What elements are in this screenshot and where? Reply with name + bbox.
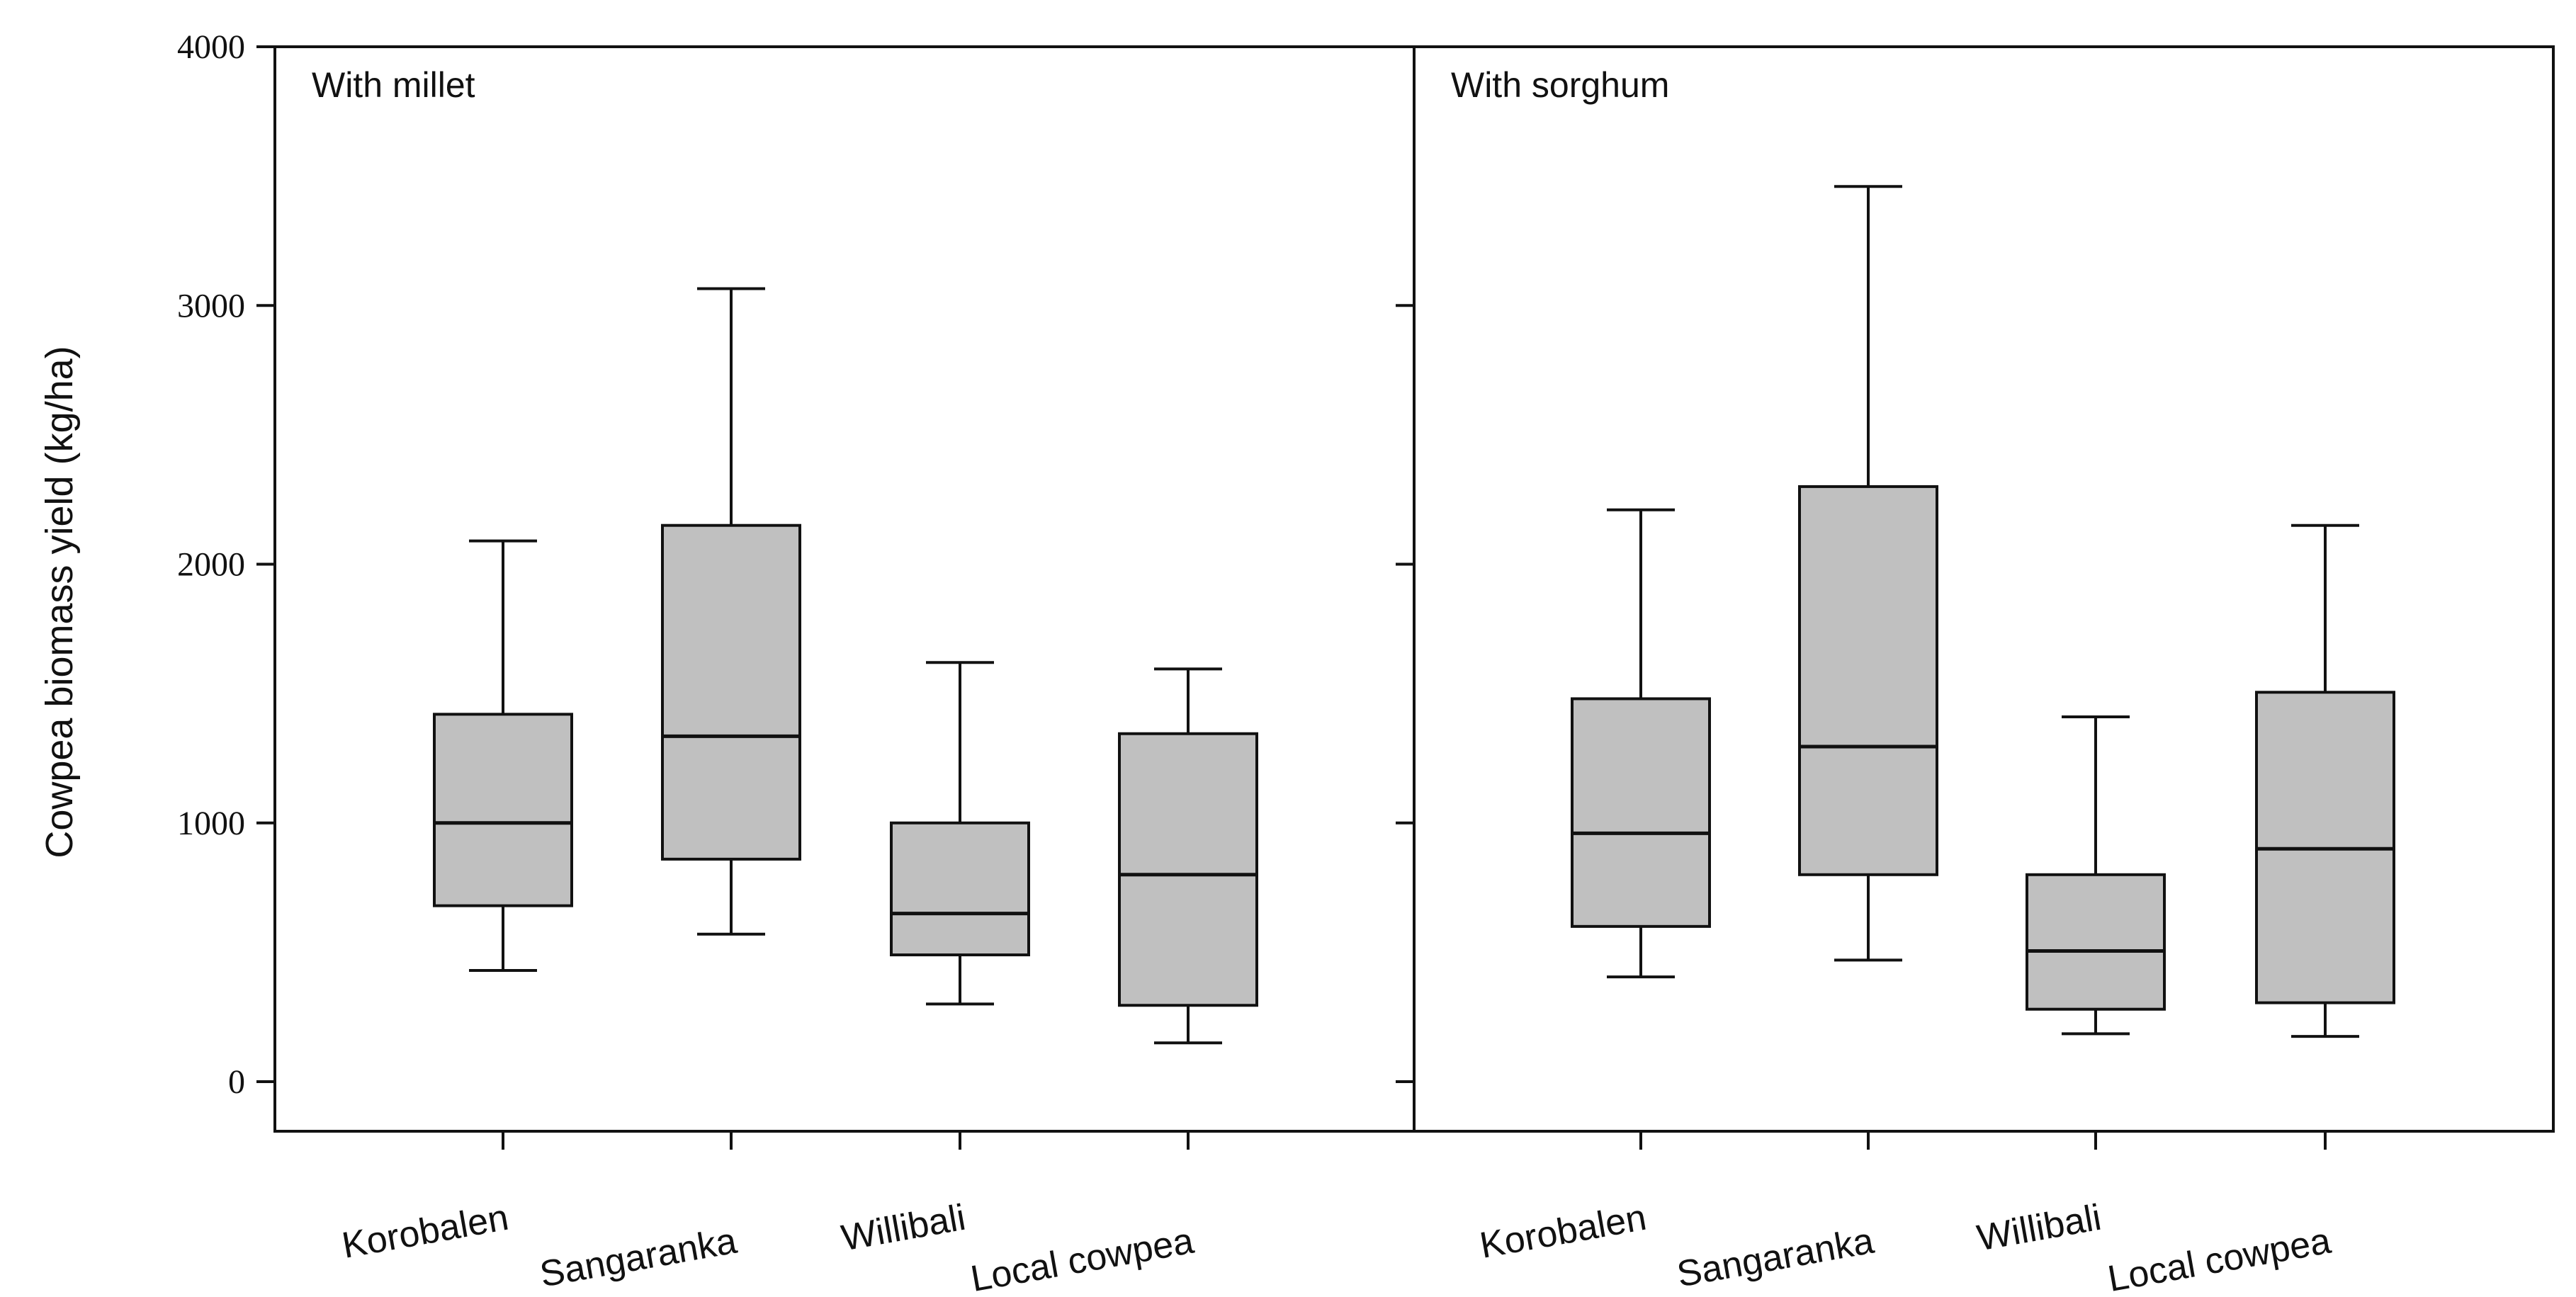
box-korobalen: [433, 539, 573, 972]
box-sangaranka: [1798, 185, 1938, 962]
box-willibali: [890, 661, 1030, 1006]
x-category-label: Willibali: [1974, 1197, 2104, 1259]
iqr-box: [890, 821, 1030, 957]
iqr-box: [661, 523, 801, 861]
y-axis-title: Cowpea biomass yield (kg/ha): [38, 346, 81, 858]
x-category-label: Sangaranka: [537, 1220, 740, 1296]
x-category-label: Korobalen: [339, 1197, 512, 1267]
box-local-cowpea: [2255, 523, 2395, 1038]
x-category-label: Sangaranka: [1674, 1220, 1877, 1296]
iqr-box: [1571, 697, 1711, 928]
x-category-label: Local cowpea: [2105, 1220, 2334, 1297]
x-category-label: Willibali: [838, 1197, 968, 1259]
y-tick-label: 4000: [177, 28, 245, 66]
iqr-box: [433, 713, 573, 907]
box-willibali: [2026, 715, 2166, 1036]
iqr-box: [2026, 873, 2166, 1011]
box-korobalen: [1571, 508, 1711, 979]
panel-title: With sorghum: [1451, 65, 1669, 105]
y-tick-label: 2000: [177, 546, 245, 584]
box-local-cowpea: [1118, 667, 1258, 1045]
y-tick-label: 1000: [177, 805, 245, 842]
x-category-label: Local cowpea: [968, 1220, 1197, 1297]
iqr-box: [1118, 732, 1258, 1007]
iqr-box: [1798, 485, 1938, 876]
panel-frame-2: [1413, 45, 2555, 1133]
y-tick-label: 0: [228, 1063, 245, 1101]
y-tick-label: 3000: [177, 287, 245, 324]
panel-title: With millet: [312, 65, 475, 105]
box-sangaranka: [661, 287, 801, 936]
x-category-label: Korobalen: [1477, 1197, 1650, 1267]
